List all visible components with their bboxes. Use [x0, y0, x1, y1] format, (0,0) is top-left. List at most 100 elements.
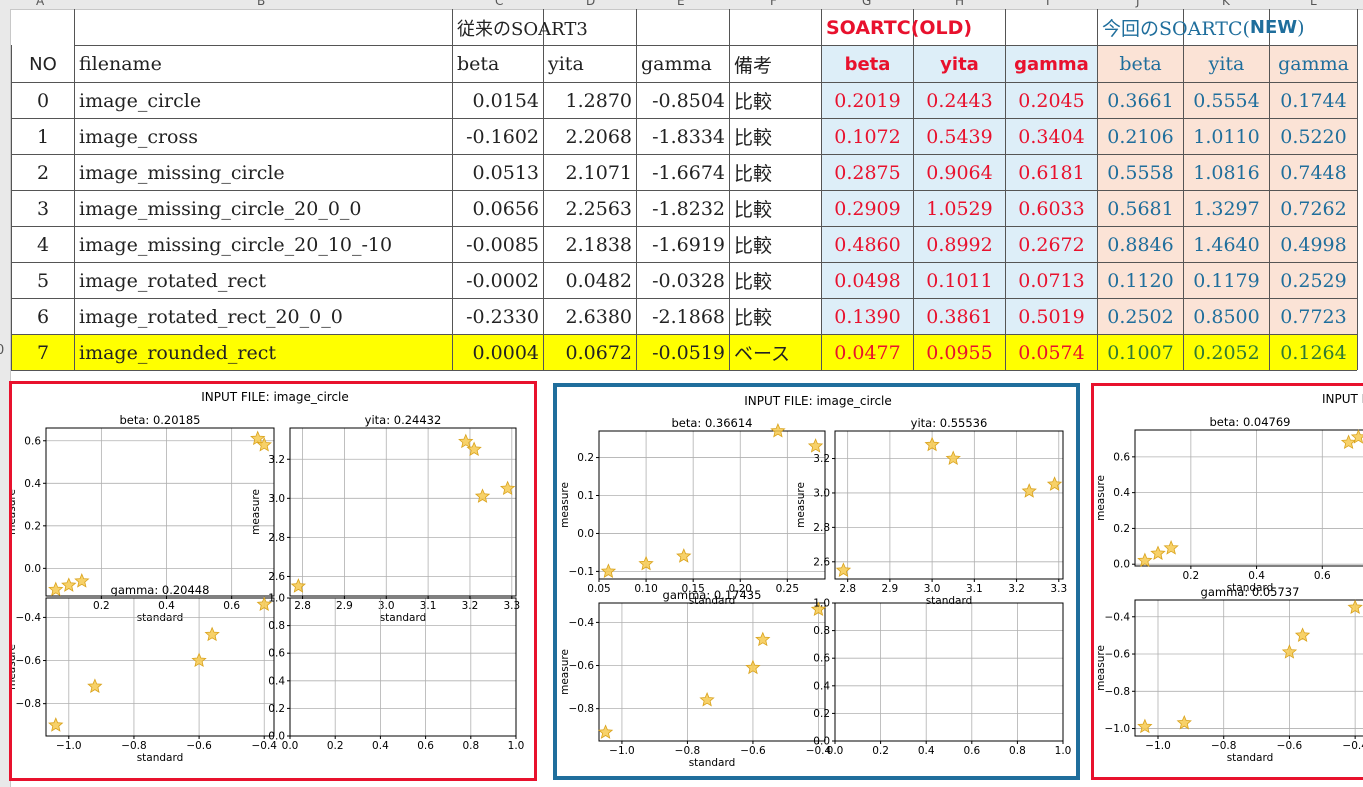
col-header-no[interactable]: NO — [29, 53, 57, 75]
col-header-new-gamma[interactable]: gamma — [1278, 53, 1349, 75]
cell-ng[interactable]: 0.7448 — [1280, 161, 1347, 184]
cell-beta[interactable]: -0.0002 — [466, 269, 539, 292]
cell-filename[interactable]: image_missing_circle — [79, 161, 285, 184]
col-header-old-beta[interactable]: beta — [844, 53, 891, 75]
group-header-soartc-new[interactable]: 今回のSOARTC(NEW) — [1098, 10, 1357, 45]
col-header-new-beta[interactable]: beta — [1119, 53, 1162, 75]
cell-og[interactable]: 0.0574 — [1018, 341, 1085, 364]
col-header-old-gamma[interactable]: gamma — [1014, 53, 1089, 75]
col-header-note[interactable]: 備考 — [734, 54, 773, 77]
col-header-filename[interactable]: filename — [79, 53, 162, 75]
cell-filename[interactable]: image_cross — [79, 125, 198, 148]
cell-filename[interactable]: image_missing_circle_20_0_0 — [79, 197, 362, 220]
cell-yita[interactable]: 2.2563 — [565, 197, 632, 220]
cell-og[interactable]: 0.5019 — [1018, 305, 1085, 328]
cell-yita[interactable]: 0.0482 — [565, 269, 632, 292]
cell-gamma[interactable]: -0.0519 — [652, 341, 725, 364]
cell-no[interactable]: 3 — [36, 197, 50, 220]
cell-og[interactable]: 0.6033 — [1018, 197, 1085, 220]
col-letter-k[interactable]: K — [1222, 0, 1230, 8]
cell-note[interactable]: 比較 — [734, 163, 773, 185]
cell-gamma[interactable]: -1.8232 — [652, 197, 725, 220]
cell-og[interactable]: 0.2672 — [1018, 233, 1085, 256]
cell-og[interactable]: 0.0713 — [1018, 269, 1085, 292]
cell-ob[interactable]: 0.0498 — [834, 269, 901, 292]
col-header-old-yita[interactable]: yita — [940, 53, 979, 75]
cell-nb[interactable]: 0.1120 — [1107, 269, 1174, 292]
col-letter-g[interactable]: G — [862, 0, 872, 8]
cell-ny[interactable]: 1.3297 — [1193, 197, 1260, 220]
cell-nb[interactable]: 0.2502 — [1107, 305, 1174, 328]
cell-oy[interactable]: 0.1011 — [926, 269, 993, 292]
cell-gamma[interactable]: -0.8504 — [652, 89, 725, 112]
cell-ny[interactable]: 1.4640 — [1193, 233, 1260, 256]
cell-ny[interactable]: 1.0816 — [1193, 161, 1260, 184]
cell-ng[interactable]: 0.5220 — [1280, 125, 1347, 148]
cell-oy[interactable]: 0.5439 — [926, 125, 993, 148]
cell-beta[interactable]: 0.0004 — [472, 341, 539, 364]
cell-no[interactable]: 2 — [36, 161, 50, 184]
cell-beta[interactable]: 0.0154 — [472, 89, 539, 112]
cell-og[interactable]: 0.6181 — [1018, 161, 1085, 184]
cell-beta[interactable]: -0.1602 — [466, 125, 539, 148]
cell-oy[interactable]: 0.2443 — [926, 89, 993, 112]
cell-no[interactable]: 4 — [36, 233, 50, 256]
cell-beta[interactable]: 0.0513 — [472, 161, 539, 184]
col-letter-i[interactable]: I — [1046, 0, 1050, 8]
cell-gamma[interactable]: -2.1868 — [652, 305, 725, 328]
cell-ng[interactable]: 0.7262 — [1280, 197, 1347, 220]
cell-yita[interactable]: 1.2870 — [565, 89, 632, 112]
cell-ob[interactable]: 0.2875 — [834, 161, 901, 184]
cell-og[interactable]: 0.3404 — [1018, 125, 1085, 148]
col-letter-f[interactable]: F — [770, 0, 777, 8]
col-header-beta[interactable]: beta — [457, 53, 500, 75]
cell-yita[interactable]: 2.6380 — [565, 305, 632, 328]
cell-no[interactable]: 5 — [36, 269, 50, 292]
col-letter-l[interactable]: L — [1310, 0, 1317, 8]
cell-no[interactable]: 6 — [36, 305, 50, 328]
cell-ng[interactable]: 0.4998 — [1280, 233, 1347, 256]
cell-yita[interactable]: 2.2068 — [565, 125, 632, 148]
cell-note[interactable]: ベース — [734, 343, 791, 365]
col-letter-b[interactable]: B — [257, 0, 266, 8]
cell-oy[interactable]: 0.3861 — [926, 305, 993, 328]
group-header-soartc-old[interactable]: SOARTC(OLD) — [826, 16, 973, 39]
col-letter-c[interactable]: C — [495, 0, 504, 8]
col-header-yita[interactable]: yita — [548, 53, 584, 75]
cell-nb[interactable]: 0.5558 — [1107, 161, 1174, 184]
cell-ob[interactable]: 0.1390 — [834, 305, 901, 328]
cell-nb[interactable]: 0.3661 — [1107, 89, 1174, 112]
cell-filename[interactable]: image_rounded_rect — [79, 341, 276, 364]
cell-note[interactable]: 比較 — [734, 199, 773, 221]
cell-ob[interactable]: 0.4860 — [834, 233, 901, 256]
cell-ny[interactable]: 0.8500 — [1193, 305, 1260, 328]
cell-nb[interactable]: 0.2106 — [1107, 125, 1174, 148]
cell-ng[interactable]: 0.1744 — [1280, 89, 1347, 112]
cell-beta[interactable]: -0.2330 — [466, 305, 539, 328]
cell-note[interactable]: 比較 — [734, 235, 773, 257]
cell-yita[interactable]: 2.1071 — [565, 161, 632, 184]
cell-ny[interactable]: 0.1179 — [1193, 269, 1260, 292]
cell-ob[interactable]: 0.0477 — [834, 341, 901, 364]
cell-no[interactable]: 7 — [36, 341, 50, 364]
col-header-new-yita[interactable]: yita — [1208, 53, 1245, 75]
cell-ng[interactable]: 0.1264 — [1280, 341, 1347, 364]
cell-filename[interactable]: image_missing_circle_20_10_-10 — [79, 233, 393, 256]
cell-ob[interactable]: 0.2909 — [834, 197, 901, 220]
row-number-partial[interactable]: 0 — [0, 343, 5, 358]
cell-ny[interactable]: 0.2052 — [1193, 341, 1260, 364]
cell-beta[interactable]: 0.0656 — [472, 197, 539, 220]
cell-gamma[interactable]: -0.0328 — [652, 269, 725, 292]
col-header-gamma[interactable]: gamma — [641, 53, 712, 75]
cell-note[interactable]: 比較 — [734, 127, 773, 149]
cell-note[interactable]: 比較 — [734, 91, 773, 113]
cell-yita[interactable]: 0.0672 — [565, 341, 632, 364]
cell-oy[interactable]: 1.0529 — [926, 197, 993, 220]
col-letter-a[interactable]: A — [36, 0, 45, 8]
cell-filename[interactable]: image_rotated_rect — [79, 269, 266, 292]
col-letter-e[interactable]: E — [677, 0, 685, 8]
cell-ng[interactable]: 0.2529 — [1280, 269, 1347, 292]
col-letter-d[interactable]: D — [586, 0, 596, 8]
col-letter-j[interactable]: J — [1136, 0, 1140, 8]
group-header-soart3[interactable]: 従来のSOART3 — [457, 18, 588, 40]
